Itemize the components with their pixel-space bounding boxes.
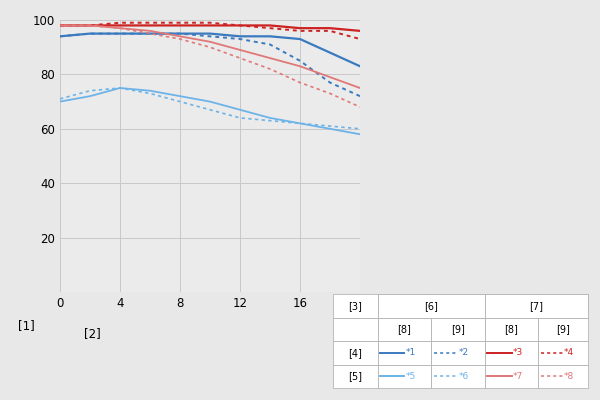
Text: [5]: [5] — [349, 371, 362, 381]
Bar — [333, 294, 377, 318]
Text: *4: *4 — [564, 348, 574, 357]
Bar — [538, 341, 588, 364]
Text: *1: *1 — [406, 348, 416, 357]
Text: [3]: [3] — [349, 301, 362, 311]
Bar — [377, 294, 431, 318]
Bar — [485, 364, 538, 388]
Text: [4]: [4] — [349, 348, 362, 358]
Bar — [485, 318, 538, 341]
Text: *2: *2 — [459, 348, 469, 357]
Bar — [485, 294, 538, 318]
Bar — [431, 364, 485, 388]
Text: *1: *1 — [0, 399, 1, 400]
Bar — [485, 341, 538, 364]
Text: *8: *8 — [564, 372, 574, 381]
Bar — [377, 341, 431, 364]
Bar — [538, 294, 588, 318]
Bar — [377, 294, 485, 318]
Bar — [485, 294, 588, 318]
Text: [9]: [9] — [451, 324, 465, 334]
Bar — [538, 318, 588, 341]
Text: *7: *7 — [512, 372, 523, 381]
Text: [7]: [7] — [529, 301, 544, 311]
Text: [1]: [1] — [18, 319, 35, 332]
Text: [2]: [2] — [84, 327, 101, 340]
Bar — [431, 318, 485, 341]
Text: *5: *5 — [0, 399, 1, 400]
Bar — [431, 341, 485, 364]
Text: [8]: [8] — [505, 324, 518, 334]
Text: *4: *4 — [0, 399, 1, 400]
Text: [6]: [6] — [424, 301, 438, 311]
Text: *8: *8 — [0, 399, 1, 400]
Bar — [333, 341, 377, 364]
Bar — [431, 294, 485, 318]
Text: *7: *7 — [0, 399, 1, 400]
Bar — [333, 318, 377, 341]
Text: [9]: [9] — [556, 324, 570, 334]
Text: *3: *3 — [0, 399, 1, 400]
Text: *5: *5 — [406, 372, 416, 381]
Text: *6: *6 — [459, 372, 469, 381]
Bar — [377, 318, 431, 341]
Text: [8]: [8] — [397, 324, 412, 334]
Text: *6: *6 — [0, 399, 1, 400]
Text: *2: *2 — [0, 399, 1, 400]
Bar — [377, 364, 431, 388]
Text: *3: *3 — [512, 348, 523, 357]
Bar — [333, 364, 377, 388]
Bar — [538, 364, 588, 388]
